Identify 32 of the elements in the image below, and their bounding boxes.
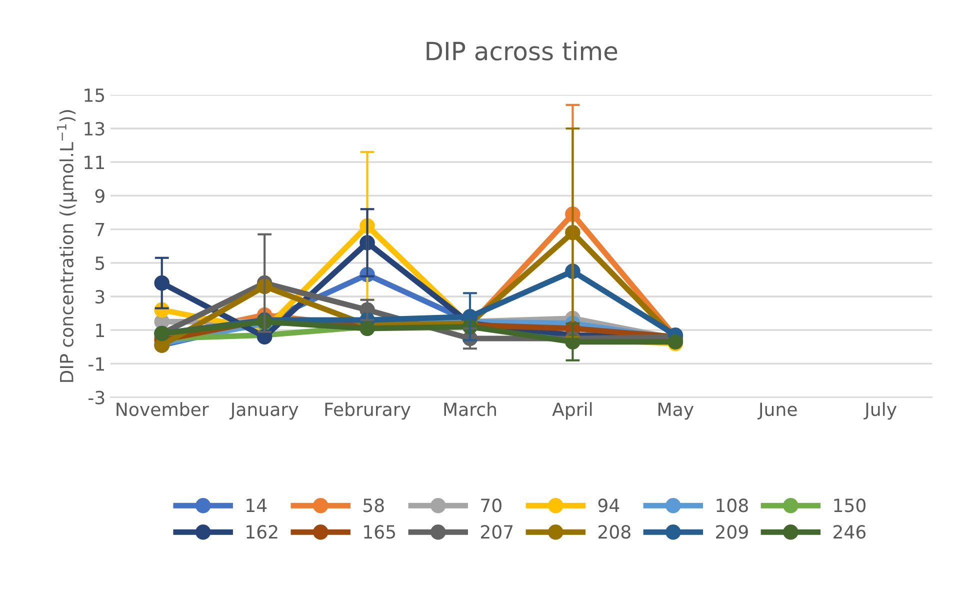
y-tick-label: 9 [95,189,104,203]
legend-label: 150 [834,498,866,512]
y-tick-label: 15 [84,88,104,102]
x-tick-label: April [552,402,592,420]
legend-label: 207 [480,525,513,539]
legend-label: 94 [598,498,620,512]
y-tick-label: 3 [96,290,104,304]
x-tick-label: March [444,402,496,416]
x-tick-label: June [758,402,797,420]
chart-title: DIP across time [426,41,618,61]
y-tick-label: 7 [96,222,104,236]
legend-label: 246 [834,525,866,539]
legend-label: 58 [364,498,384,512]
y-tick-label: 1 [96,324,104,337]
x-tick-label: January [229,402,298,420]
y-tick-label: -3 [88,390,104,404]
y-tick-label: 13 [84,122,104,136]
legend-label: 208 [598,525,630,539]
y-tick-label: -1 [88,357,104,371]
x-tick-label: Februrary [325,402,410,420]
legend-label: 165 [364,525,396,539]
x-tick-label: July [864,402,897,420]
x-tick-label: May [658,402,694,420]
y-tick-label: 5 [96,256,104,270]
legend-label: 209 [716,525,748,539]
legend-label: 162 [246,525,278,539]
x-tick-label: November [116,402,209,416]
y-axis-title: DIP concentration ((µmol.L$^{−1}$)) [57,110,77,382]
legend-label: 108 [716,498,748,512]
y-tick-label: 11 [84,156,104,169]
legend-label: 70 [481,498,502,512]
legend-label: 14 [246,498,267,512]
